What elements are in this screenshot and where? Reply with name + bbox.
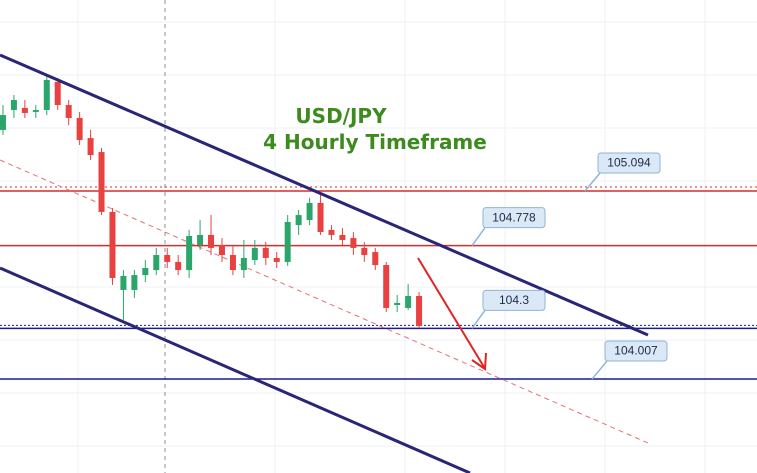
candle-body [208,234,215,248]
candle-body [131,275,138,290]
candle-body [350,238,357,248]
candle-body [109,211,116,279]
candle-body [98,152,105,212]
candle-body [251,247,258,261]
callout-label: 104.3 [499,293,529,307]
candle-body [328,229,335,235]
levels [0,186,757,380]
chart-title: USD/JPY [295,104,387,128]
callout-pointer [591,360,608,380]
callout-pointer [471,309,486,329]
candle-body [0,115,6,130]
candle-body [76,117,83,140]
candle-body [262,247,269,258]
candle-body [54,82,61,106]
channel-lower [0,266,471,473]
callout-box [597,152,661,174]
callout-box [604,340,668,362]
callout-label: 105.094 [607,156,651,170]
candle-body [87,138,94,156]
callouts: 105.094 104.778 104.3 104.007 [471,152,668,380]
candle-body [339,234,346,240]
candle-body [164,255,171,262]
channel-midline [0,159,649,444]
candle-body [416,296,423,326]
candle-body [43,79,50,111]
candle-body [295,215,302,226]
candle-body [372,252,379,266]
candle-body [10,99,17,111]
candles [0,74,423,329]
candle-body [32,110,39,112]
channel-upper [0,53,649,337]
forecast-arrow [417,257,487,371]
candle-body [21,107,28,113]
arrow-shaft [417,257,485,368]
candle-body [153,255,160,271]
candle-body [284,221,291,262]
candle-body [306,202,313,221]
candle-body [240,257,247,271]
chart-subtitle: 4 Hourly Timeframe [263,130,487,154]
callout-label: 104.778 [492,210,536,224]
callout-label: 104.007 [614,344,658,358]
candle-body [405,296,412,308]
candle-body [218,244,225,256]
candle-body [197,234,204,245]
candle-body [317,202,324,233]
candle-body [229,255,236,271]
candle-body [65,105,72,118]
candle-body [120,275,127,290]
callout-box [482,289,546,311]
candle-body [142,267,149,276]
candle-body [361,247,368,256]
arrow-head [471,352,487,371]
candle-body [186,235,193,271]
callout-pointer [584,172,601,192]
candle-body [383,265,390,308]
callout-pointer [471,227,486,247]
callout-box [482,207,546,229]
candle-body [394,302,401,306]
candle-body [175,261,182,271]
candle-body [273,257,280,262]
